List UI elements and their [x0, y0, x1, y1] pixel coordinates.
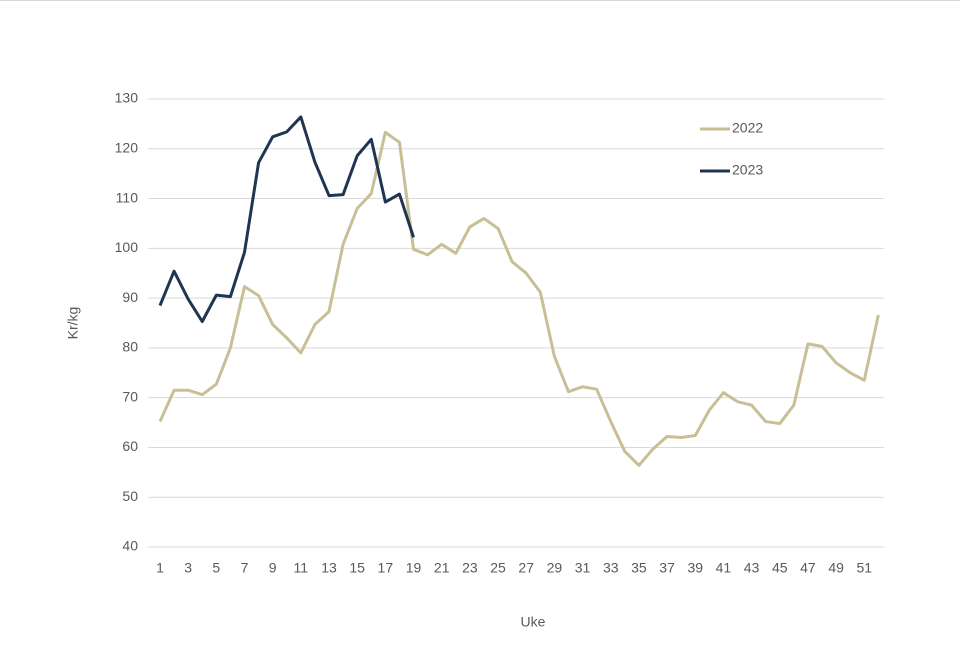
x-tick-label: 21 — [434, 560, 450, 576]
x-tick-label: 51 — [856, 560, 872, 576]
x-tick-label: 5 — [212, 560, 220, 576]
y-tick-label: 120 — [115, 139, 139, 155]
x-tick-label: 11 — [294, 560, 309, 576]
x-tick-label: 3 — [184, 560, 192, 576]
x-tick-label: 19 — [406, 560, 422, 576]
x-tick-label: 25 — [490, 560, 506, 576]
x-tick-label: 7 — [241, 560, 249, 576]
series-line — [158, 130, 880, 467]
x-tick-label: 15 — [349, 560, 365, 576]
x-tick-label: 33 — [603, 560, 619, 576]
y-tick-label: 60 — [122, 438, 138, 454]
legend-label: 2023 — [732, 162, 763, 178]
series-line — [158, 115, 415, 324]
y-tick-label: 50 — [122, 488, 138, 504]
x-tick-label: 41 — [716, 560, 732, 576]
x-tick-label: 39 — [687, 560, 703, 576]
x-tick-label: 43 — [744, 560, 760, 576]
x-tick-label: 47 — [800, 560, 816, 576]
x-tick-label: 23 — [462, 560, 478, 576]
x-tick-label: 9 — [269, 560, 277, 576]
y-tick-label: 100 — [115, 239, 139, 255]
x-tick-label: 17 — [378, 560, 394, 576]
x-tick-label: 45 — [772, 560, 788, 576]
y-tick-label: 70 — [122, 388, 138, 404]
x-tick-label: 37 — [659, 560, 675, 576]
y-axis-label: Kr/kg — [65, 307, 81, 340]
y-tick-label: 80 — [122, 339, 138, 355]
x-tick-label: 35 — [631, 560, 647, 576]
y-tick-label: 130 — [115, 90, 139, 106]
x-tick-label: 13 — [321, 560, 337, 576]
y-tick-label: 40 — [122, 538, 138, 554]
x-tick-label: 31 — [575, 560, 591, 576]
x-tick-label: 49 — [828, 560, 844, 576]
x-axis-label: Uke — [521, 614, 546, 630]
x-tick-label: 1 — [156, 560, 164, 576]
y-tick-label: 110 — [116, 189, 139, 205]
legend-label: 2022 — [732, 120, 763, 136]
x-tick-label: 29 — [547, 560, 563, 576]
y-tick-label: 90 — [122, 289, 138, 305]
x-tick-label: 27 — [518, 560, 534, 576]
